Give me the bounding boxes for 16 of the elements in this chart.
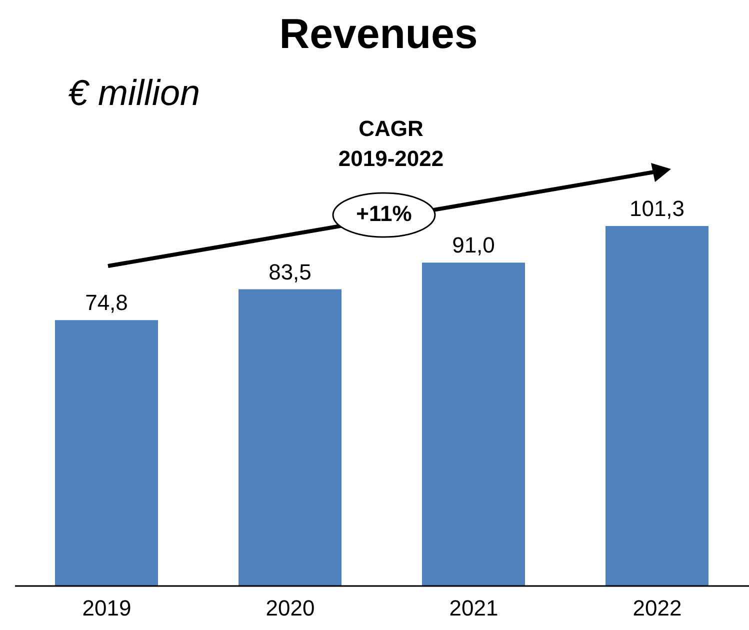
- data-label: 83,5: [268, 259, 312, 284]
- bar: [55, 320, 158, 586]
- bar: [606, 226, 708, 586]
- x-tick-label: 2020: [266, 596, 315, 621]
- bar: [238, 289, 342, 586]
- chart-title: Revenues: [278, 10, 479, 58]
- text: CAGR 2019-2022: [337, 115, 445, 173]
- x-tick-label: 2021: [449, 596, 498, 621]
- x-tick-label: 2022: [632, 596, 682, 621]
- data-label: 74,8: [85, 290, 128, 316]
- data-label: 101,3: [629, 196, 685, 221]
- bar: [422, 262, 525, 586]
- chart-subtitle: € million: [68, 72, 200, 114]
- x-tick-label: 2019: [82, 596, 132, 621]
- data-label: 91,0: [452, 232, 495, 258]
- annotation: +11%: [355, 201, 413, 227]
